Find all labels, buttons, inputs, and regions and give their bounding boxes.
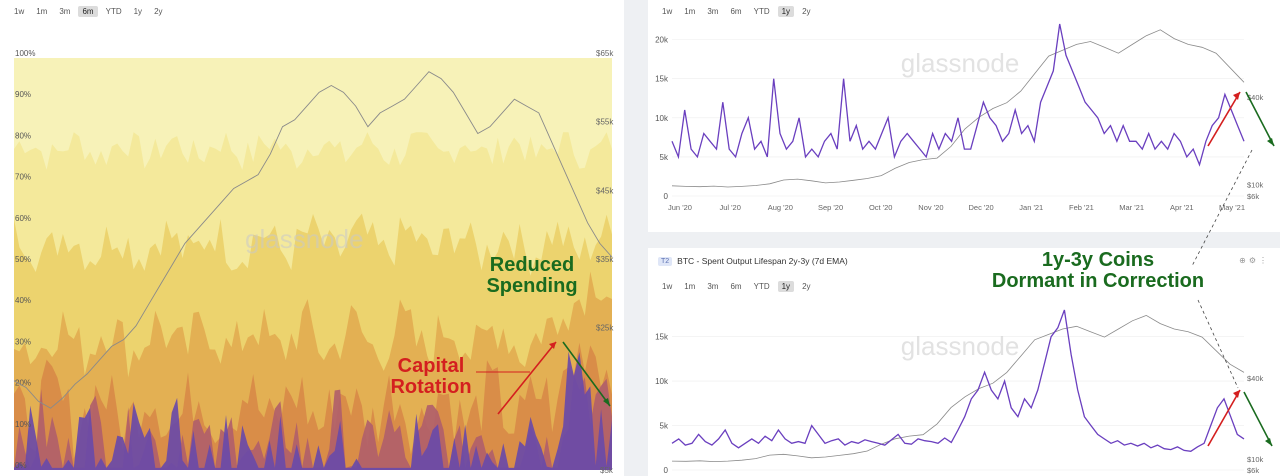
reduced-spending-line1: Reduced: [489, 254, 575, 276]
y-left-tick-label: 50%: [15, 255, 31, 264]
tf-2y[interactable]: 2y: [802, 282, 811, 291]
y-left-tick-label: 0: [664, 192, 669, 201]
tf-6m[interactable]: 6m: [78, 6, 98, 17]
watermark: glassnode: [901, 48, 1020, 78]
btc-price-line: [671, 29, 1245, 188]
tf-1w[interactable]: 1w: [662, 282, 673, 291]
tf-1w[interactable]: 1w: [662, 7, 673, 16]
tf-ytd[interactable]: YTD: [753, 282, 770, 291]
tier-badge: T2: [658, 256, 673, 266]
y-left-tick-label: 15k: [655, 333, 669, 342]
chart-title-text: BTC - Spent Output Lifespan 2y-3y (7d EM…: [677, 256, 848, 266]
y-left-tick-label: 10k: [655, 114, 669, 123]
rt-timeframe-bar: 1w 1m 3m 6m YTD 1y 2y: [658, 6, 815, 17]
y-left-tick-label: 30%: [15, 337, 31, 346]
dormant-coins-annotation: 1y-3y Coins Dormant in Correction: [964, 250, 1232, 292]
tf-1w[interactable]: 1w: [14, 7, 25, 16]
tf-1y[interactable]: 1y: [133, 7, 143, 16]
x-tick-label: Apr '21: [1170, 203, 1194, 212]
tf-1y[interactable]: 1y: [777, 281, 795, 292]
gear-icon[interactable]: ⚙: [1248, 256, 1259, 265]
y-left-tick-label: 100%: [15, 49, 35, 58]
y-right-tick-label: $55k: [596, 118, 614, 127]
rb-chart-svg: 0 5k 10k 15k $40k $10k $6k glassnode: [655, 309, 1264, 475]
x-tick-label: Oct '20: [869, 203, 893, 212]
dormant-line1: 1y-3y Coins: [1041, 249, 1155, 271]
left-chart-svg: 0% 10% 20% 30% 40% 50% 60% 70% 80% 90% 100% $65k $55…: [13, 49, 614, 475]
y-left-tick-label: 5k: [660, 153, 669, 162]
capital-rotation-annotation: Capital Rotation: [376, 356, 486, 398]
x-tick-label: Jan '21: [1019, 203, 1043, 212]
x-tick-label: Nov '20: [918, 203, 943, 212]
more-icon[interactable]: ⋮: [1259, 256, 1270, 265]
y-left-tick-label: 80%: [15, 131, 31, 140]
x-tick-label: Dec '20: [968, 203, 993, 212]
spent-output-line: [671, 23, 1245, 167]
y-right-bottom-tick: $5k: [600, 466, 614, 475]
supply-layer-3: [14, 342, 612, 470]
x-tick-label: Jul '20: [719, 203, 740, 212]
y-left-tick-label: 10k: [655, 377, 669, 386]
tf-6m[interactable]: 6m: [730, 282, 742, 291]
tf-1m[interactable]: 1m: [684, 282, 696, 291]
tf-3m[interactable]: 3m: [59, 7, 71, 16]
y-left-tick-label: 10%: [15, 420, 31, 429]
y-right-tick-label: $45k: [596, 186, 614, 195]
y-left-tick-label: 90%: [15, 90, 31, 99]
watermark: glassnode: [901, 331, 1020, 361]
tf-1m[interactable]: 1m: [36, 7, 48, 16]
y-right-tick-label: $6k: [1247, 192, 1259, 201]
reduced-spending-line2: Spending: [486, 275, 578, 297]
x-tick-label: Feb '21: [1069, 203, 1094, 212]
rt-chart-svg: 0 5k 10k 15k 20k $40k $10k $6k Jun '20 Jul '20 Aug…: [655, 23, 1264, 212]
tf-1m[interactable]: 1m: [684, 7, 696, 16]
btc-price-line: [13, 71, 613, 409]
spent-output-2y-3y-chart-panel: T2 BTC - Spent Output Lifespan 2y-3y (7d…: [648, 248, 1280, 476]
x-tick-label: Sep '20: [818, 203, 843, 212]
watermark: glassnode: [245, 224, 364, 254]
y-left-tick-label: 70%: [15, 173, 31, 182]
y-left-tick-label: 0: [664, 466, 669, 475]
y-right-tick-label: $65k: [596, 49, 614, 58]
spent-output-line: [671, 309, 1245, 452]
reduced-spending-annotation: Reduced Spending: [470, 255, 594, 297]
supply-layer-5: [14, 351, 612, 470]
y-right-tick-label: $40k: [1247, 93, 1264, 102]
x-tick-label: Aug '20: [768, 203, 793, 212]
tf-3m[interactable]: 3m: [707, 7, 719, 16]
btc-price-line: [671, 314, 1245, 463]
y-left-tick-label: 40%: [15, 296, 31, 305]
y-left-tick-label: 20k: [655, 36, 669, 45]
tf-2y[interactable]: 2y: [802, 7, 811, 16]
capital-rotation-line1: Capital: [397, 355, 465, 377]
tf-3m[interactable]: 3m: [707, 282, 719, 291]
tf-6m[interactable]: 6m: [730, 7, 742, 16]
tf-ytd[interactable]: YTD: [753, 7, 770, 16]
tf-2y[interactable]: 2y: [154, 7, 163, 16]
y-left-tick-label: 15k: [655, 75, 669, 84]
x-tick-label: May '21: [1219, 203, 1245, 212]
supply-spent-chart-panel: 1w 1m 3m 6m YTD 1y 2y 0% 10% 20% 30% 40% 50% 6…: [0, 0, 624, 476]
dormant-line2: Dormant in Correction: [991, 270, 1205, 292]
x-tick-label: Jun '20: [668, 203, 692, 212]
y-right-tick-label: $10k: [1247, 455, 1264, 464]
y-right-tick-label: $10k: [1247, 180, 1264, 189]
y-left-tick-label: 0%: [15, 461, 27, 470]
y-left-tick-label: 5k: [660, 422, 669, 431]
tf-1y[interactable]: 1y: [777, 6, 795, 17]
chart-title: T2 BTC - Spent Output Lifespan 2y-3y (7d…: [658, 256, 848, 266]
left-timeframe-bar: 1w 1m 3m 6m YTD 1y 2y: [10, 6, 167, 17]
y-left-tick-label: 20%: [15, 379, 31, 388]
rb-timeframe-bar: 1w 1m 3m 6m YTD 1y 2y: [658, 281, 815, 292]
y-right-tick-label: $40k: [1247, 374, 1264, 383]
tf-ytd[interactable]: YTD: [105, 7, 122, 16]
x-tick-label: Mar '21: [1119, 203, 1144, 212]
spent-output-1y-2y-chart-panel: 1w 1m 3m 6m YTD 1y 2y 0 5k 10k 15k 20k $40k $1…: [648, 0, 1280, 232]
y-right-tick-label: $35k: [596, 255, 614, 264]
capital-rotation-line2: Rotation: [390, 376, 472, 398]
y-right-tick-label: $25k: [596, 324, 614, 333]
y-right-tick-label: $6k: [1247, 466, 1259, 475]
y-left-tick-label: 60%: [15, 214, 31, 223]
